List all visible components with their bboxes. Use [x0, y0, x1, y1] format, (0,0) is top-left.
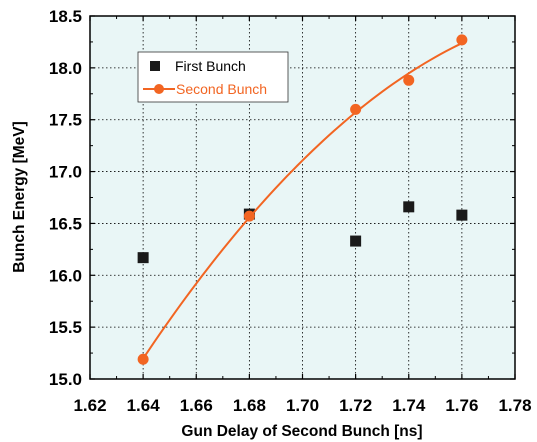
x-tick-label: 1.76	[445, 396, 478, 415]
y-tick-label: 15.0	[49, 370, 82, 389]
data-point-square	[456, 209, 468, 221]
y-tick-label: 18.0	[49, 59, 82, 78]
fit-curve	[142, 42, 463, 360]
data-point-circle	[403, 74, 415, 86]
x-tick-label: 1.72	[339, 396, 372, 415]
y-tick-label: 18.5	[49, 7, 82, 26]
legend-marker-second-bunch	[154, 84, 164, 94]
legend-label-first-bunch: First Bunch	[175, 58, 246, 74]
data-point-circle	[243, 210, 255, 222]
data-point-square	[403, 201, 415, 213]
data-point-circle	[137, 353, 149, 365]
y-tick-label: 17.5	[49, 111, 82, 130]
data-point-circle	[456, 34, 468, 46]
x-tick-label: 1.66	[180, 396, 213, 415]
x-tick-label: 1.64	[127, 396, 161, 415]
series-layer	[137, 34, 468, 365]
series-second-bunch	[137, 34, 468, 365]
ticks: 1.62 1.64 1.66 1.68 1.70 1.72 1.74 1.76 1.78 15.0…	[49, 7, 532, 415]
y-tick-label: 16.0	[49, 266, 82, 285]
y-axis-title: Bunch Energy [MeV]	[11, 121, 28, 273]
data-point-circle	[350, 103, 362, 115]
y-tick-label: 16.5	[49, 214, 82, 233]
legend-box	[137, 51, 289, 103]
legend: First Bunch Second Bunch	[137, 51, 289, 103]
legend-marker-first-bunch	[150, 61, 160, 71]
x-tick-label: 1.70	[286, 396, 319, 415]
y-tick-label: 15.5	[49, 318, 82, 337]
x-tick-label: 1.62	[73, 396, 106, 415]
y-tick-label: 17.0	[49, 163, 82, 182]
data-point-square	[137, 252, 149, 264]
x-axis-title: Gun Delay of Second Bunch [ns]	[181, 423, 422, 440]
x-tick-label: 1.78	[498, 396, 531, 415]
data-point-square	[350, 235, 362, 247]
x-tick-label: 1.74	[392, 396, 426, 415]
legend-label-second-bunch: Second Bunch	[176, 81, 267, 97]
x-tick-label: 1.68	[233, 396, 266, 415]
